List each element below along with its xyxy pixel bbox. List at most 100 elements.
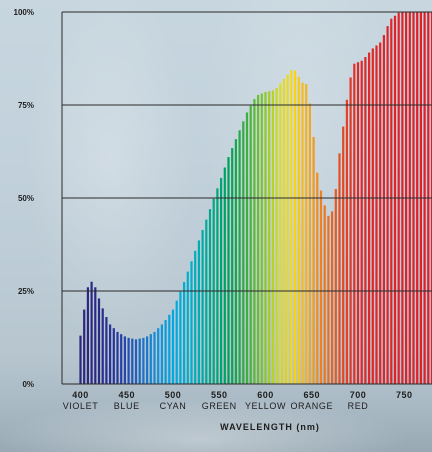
spectrum-bar (294, 70, 297, 384)
spectrum-bar (197, 240, 200, 384)
spectrum-bar (220, 177, 223, 384)
spectrum-bar (201, 229, 204, 384)
spectrum-bar (305, 84, 308, 385)
spectrum-bar (168, 314, 171, 384)
spectrum-bar (183, 282, 186, 384)
spectrum-bar (109, 324, 112, 384)
spectrum-bar (105, 317, 108, 384)
spectrum-bar (231, 148, 234, 384)
spectrum-bar (275, 87, 278, 384)
spectrum-bar (164, 320, 167, 384)
spectrum-bar (116, 331, 119, 384)
spectrum-bar (205, 219, 208, 384)
spectrum-bar (138, 338, 141, 384)
spectrum-bar (134, 339, 138, 384)
spectrum-bar (79, 335, 82, 384)
x-tick-color-name: CYAN (160, 401, 187, 411)
spectrum-bar (308, 103, 311, 384)
spectrum-bar (245, 112, 249, 384)
spectrum-bar (282, 78, 286, 385)
spectrum-bar (382, 35, 385, 385)
spectrum-bar (160, 324, 163, 384)
spectrum-bar (149, 334, 152, 384)
spectrum-bar (101, 308, 104, 384)
spectrum-bar (131, 338, 134, 384)
x-tick-color-name: BLUE (114, 401, 140, 411)
y-tick-label: 25% (18, 287, 34, 296)
spectrum-bar (286, 74, 289, 384)
x-tick-label: 750 (396, 390, 413, 400)
spectrum-bar (319, 190, 323, 384)
spectrum-bar (146, 336, 149, 384)
spectrum-bar (327, 215, 330, 384)
spectrum-bar (223, 167, 226, 384)
spectrum-bar (253, 99, 256, 385)
spectrum-bar (249, 105, 252, 385)
spectrum-bars (79, 12, 432, 385)
spectrum-bar (345, 99, 348, 384)
y-tick-label: 0% (22, 380, 34, 389)
spectrum-bar (83, 309, 86, 384)
spectrum-bar (353, 63, 356, 385)
spectrum-bar (260, 93, 263, 384)
spectrum-bar (390, 18, 393, 384)
spectrum-bar (171, 309, 175, 384)
spectrum-bar (342, 126, 345, 384)
spectrum-bar (234, 139, 237, 384)
spectrum-bar (216, 188, 219, 384)
spectrum-bar (379, 42, 382, 384)
spectrum-bar (208, 209, 212, 384)
x-tick-label: 700 (350, 390, 367, 400)
x-tick-label: 450 (118, 390, 135, 400)
spectrum-bar (257, 94, 260, 385)
spectrum-bar (323, 205, 326, 384)
x-tick-color-name: ORANGE (290, 401, 333, 411)
spectrum-bar (90, 281, 93, 384)
spectrum-bar (194, 250, 197, 384)
spectrum-bar (271, 90, 274, 385)
x-tick-color-name: YELLOW (245, 401, 286, 411)
spectrum-bar (386, 26, 389, 384)
spectrum-bar (97, 298, 101, 384)
x-tick-label: 600 (257, 390, 274, 400)
spectrum-bar (356, 62, 360, 384)
spectrum-bar (297, 76, 300, 384)
spectrum-bar (179, 291, 182, 384)
spectrum-bar (360, 60, 363, 384)
spectrum-bar (316, 172, 319, 384)
x-axis-title: WAVELENGTH (nm) (220, 422, 320, 432)
spectrum-bar (94, 287, 97, 384)
spectrum-bar (334, 189, 337, 384)
gridlines (61, 11, 432, 385)
spectrum-bar (338, 153, 341, 384)
y-tick-label: 50% (18, 194, 34, 203)
x-tick-label: 500 (165, 390, 182, 400)
spectrum-bar (290, 70, 293, 384)
spectrum-bar (190, 261, 193, 384)
x-tick-color-name: RED (348, 401, 369, 411)
x-tick-color-name: GREEN (202, 401, 237, 411)
spectrum-bar (312, 136, 315, 384)
spectrum-bar (242, 121, 245, 385)
spectrum-bar (123, 336, 126, 384)
spectrum-bar (153, 331, 156, 384)
spectrum-bar (349, 77, 352, 384)
spectrum-bar (86, 287, 89, 384)
spectrum-bar (331, 211, 334, 384)
x-tick-color-name: VIOLET (63, 401, 99, 411)
spectrum-bar (375, 45, 378, 384)
spectrum-bar (371, 48, 374, 385)
spectrum-bar (120, 334, 123, 384)
x-tick-label: 650 (303, 390, 320, 400)
spectrum-bar (186, 271, 189, 384)
spectrum-bar (238, 130, 241, 384)
spectrum-bar (301, 82, 304, 385)
spectrum-bar (112, 328, 115, 384)
spectrum-bar (264, 91, 267, 384)
spectrum-bar (127, 337, 130, 384)
x-tick-label: 550 (211, 390, 228, 400)
spectrum-bar (142, 337, 145, 384)
